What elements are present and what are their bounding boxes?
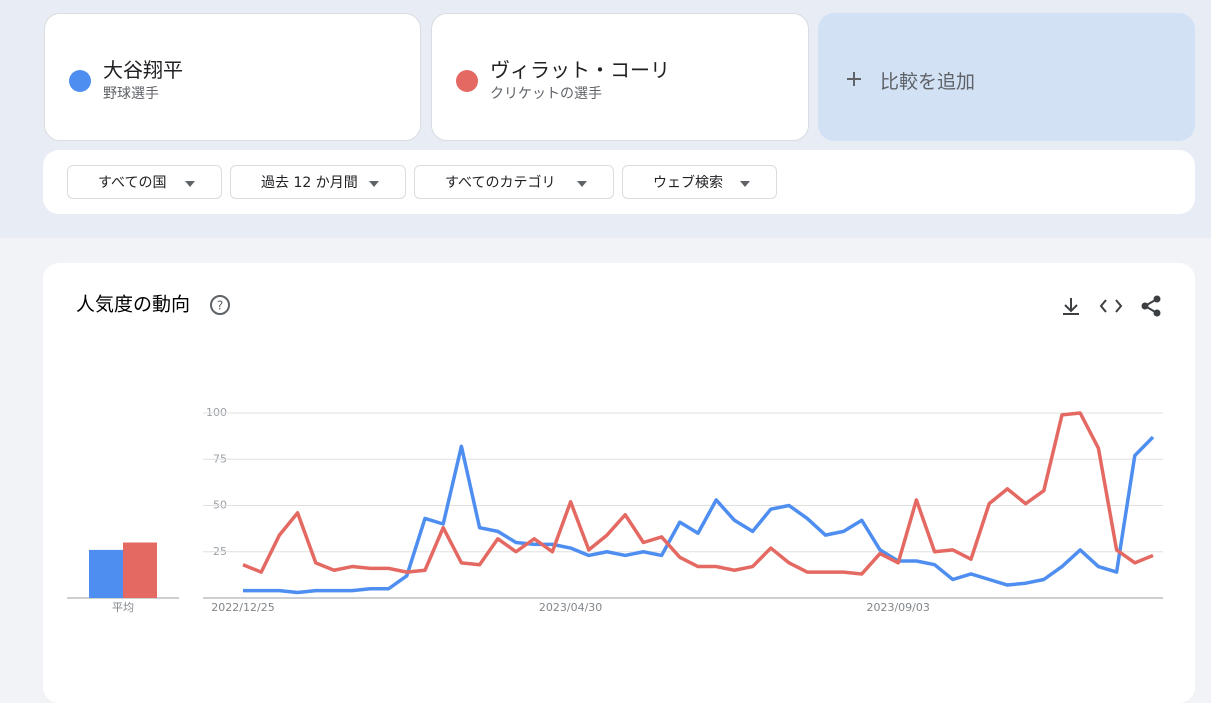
filter[interactable]: 過去 12 か月間 — [230, 165, 406, 199]
term-subtitle: クリケットの選手 — [490, 86, 602, 102]
average-label: 平均 — [112, 601, 134, 614]
term-name: ヴィラット・コーリ — [490, 58, 670, 82]
term-card[interactable]: ヴィラット・コーリ クリケットの選手 — [431, 13, 809, 141]
add-compare-label: 比較を追加 — [880, 71, 976, 93]
add-compare[interactable]: 比較を追加 — [818, 13, 1195, 141]
embed-icon[interactable] — [1099, 299, 1123, 313]
term-subtitle: 野球選手 — [103, 86, 159, 102]
page: 大谷翔平 野球選手 ヴィラット・コーリ クリケットの選手 比較を追加 すべての国… — [43, 13, 1195, 703]
filter[interactable]: すべての国 — [67, 165, 222, 199]
term-dot — [69, 70, 91, 92]
download-icon[interactable] — [1063, 298, 1079, 315]
svg-text:?: ? — [217, 299, 223, 313]
term-dot — [456, 70, 478, 92]
chart-card — [43, 263, 1195, 703]
x-tick-label: 2023/09/03 — [866, 601, 929, 614]
line-series — [243, 435, 1155, 595]
filter[interactable]: すべてのカテゴリ — [414, 165, 614, 199]
line-series — [242, 411, 1154, 576]
average-bar — [89, 549, 123, 598]
x-tick-label: 2023/04/30 — [539, 601, 602, 614]
plus-icon — [847, 72, 861, 86]
x-tick-label: 2022/12/25 — [211, 601, 274, 614]
average-bar — [123, 542, 157, 598]
term-card[interactable]: 大谷翔平 野球選手 — [44, 13, 421, 141]
term-name: 大谷翔平 — [103, 58, 183, 82]
filter[interactable]: ウェブ検索 — [622, 165, 777, 199]
share-icon[interactable] — [1141, 295, 1161, 317]
chart-title: 人気度の動向 — [76, 294, 190, 316]
help-icon[interactable]: ? — [210, 295, 230, 315]
